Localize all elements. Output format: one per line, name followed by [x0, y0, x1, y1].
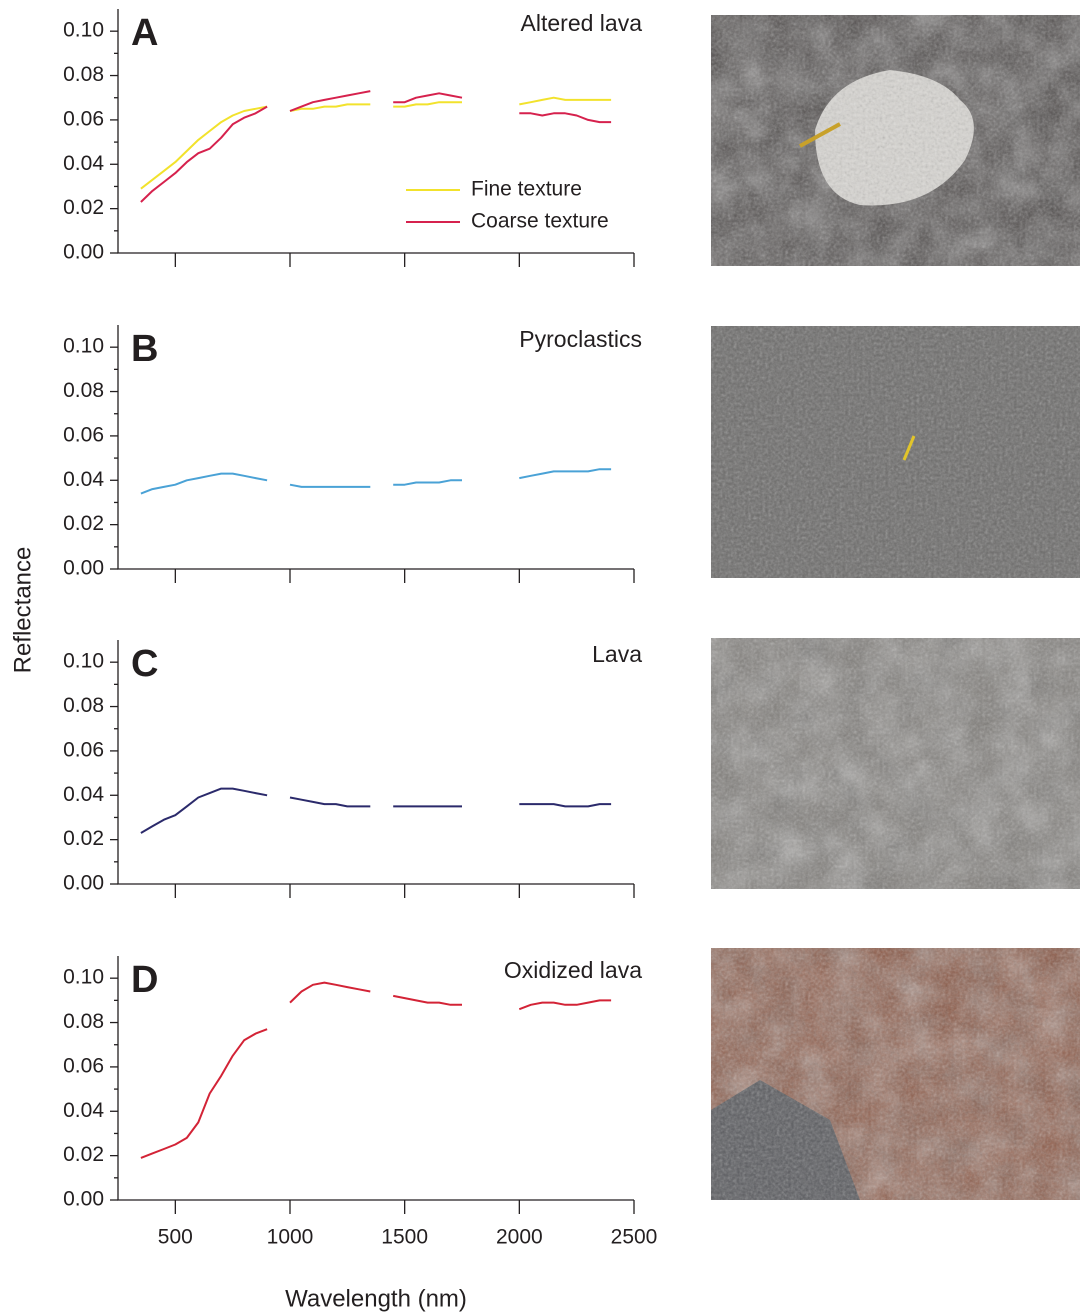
y-tick-label: 0.02 [63, 827, 104, 850]
y-tick-label: 0.04 [63, 152, 104, 175]
axis-line [118, 640, 634, 884]
photo-a [711, 15, 1080, 266]
y-tick-label: 0.02 [63, 512, 104, 535]
y-tick-label: 0.06 [63, 738, 104, 761]
panel-label: A [131, 12, 158, 54]
x-tick-label: 500 [158, 1226, 193, 1249]
panel-label: B [131, 328, 158, 370]
photo-c [711, 638, 1080, 889]
y-tick-label: 0.00 [63, 872, 104, 895]
panel-label: D [131, 959, 158, 1001]
y-tick-label: 0.04 [63, 783, 104, 806]
panel-title: Altered lava [521, 10, 643, 36]
axis-line [118, 325, 634, 569]
x-tick-label: 2500 [611, 1226, 658, 1249]
y-tick-label: 0.00 [63, 241, 104, 264]
legend-label: Coarse texture [471, 210, 609, 233]
y-tick-label: 0.00 [63, 1188, 104, 1211]
panel-title: Lava [592, 641, 642, 667]
y-tick-label: 0.06 [63, 107, 104, 130]
data-line [141, 98, 611, 189]
y-tick-label: 0.02 [63, 1143, 104, 1166]
y-tick-label: 0.06 [63, 1054, 104, 1077]
y-tick-label: 0.08 [63, 63, 104, 86]
y-tick-label: 0.06 [63, 423, 104, 446]
figure: Reflectance Wavelength (nm) 0.00 0.02 0.04… [0, 0, 1080, 1316]
x-tick-label: 1500 [381, 1226, 428, 1249]
data-line [141, 789, 611, 833]
y-tick-label: 0.04 [63, 468, 104, 491]
y-axis-label: Reflectance [9, 547, 36, 674]
y-tick-label: 0.08 [63, 694, 104, 717]
legend-label: Fine texture [471, 178, 582, 201]
data-line [141, 983, 611, 1158]
y-tick-label: 0.08 [63, 1010, 104, 1033]
data-line [141, 469, 611, 493]
y-tick-label: 0.02 [63, 196, 104, 219]
y-tick-label: 0.10 [63, 335, 104, 358]
photo-d [711, 948, 1080, 1200]
y-tick-label: 0.04 [63, 1099, 104, 1122]
panel-title: Pyroclastics [519, 326, 642, 352]
y-tick-label: 0.10 [63, 966, 104, 989]
y-tick-label: 0.08 [63, 379, 104, 402]
y-tick-label: 0.00 [63, 557, 104, 580]
panel-label: C [131, 643, 158, 685]
x-axis-label: Wavelength (nm) [285, 1285, 467, 1312]
axis-line [118, 956, 634, 1200]
y-tick-label: 0.10 [63, 650, 104, 673]
x-tick-label: 1000 [267, 1226, 314, 1249]
y-tick-label: 0.10 [63, 19, 104, 42]
photo-b [711, 326, 1080, 578]
x-tick-label: 2000 [496, 1226, 543, 1249]
panel-title: Oxidized lava [504, 957, 642, 983]
